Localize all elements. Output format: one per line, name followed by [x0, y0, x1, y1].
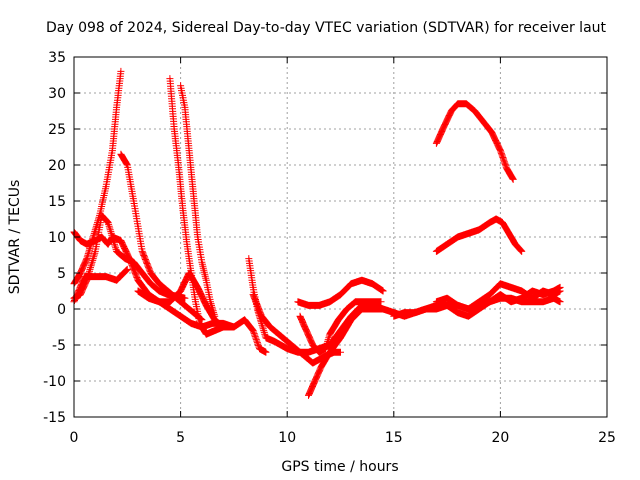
y-tick-label: -15: [43, 410, 66, 426]
y-tick-label: 5: [57, 266, 66, 282]
series-track-15: [432, 280, 564, 313]
x-tick-label: 15: [385, 430, 403, 446]
grid-lines: [74, 57, 607, 417]
y-tick-label: 20: [48, 158, 66, 174]
x-axis-title: GPS time / hours: [281, 459, 398, 475]
series-markers: [432, 100, 517, 183]
series-markers: [177, 82, 219, 320]
series-track-6: [134, 287, 270, 356]
x-tick-label: 20: [491, 430, 509, 446]
x-tick-label: 10: [278, 430, 296, 446]
y-tick-label: 35: [48, 50, 66, 66]
series-markers: [432, 280, 564, 313]
x-tick-label: 25: [598, 430, 616, 446]
chart-title: Day 098 of 2024, Sidereal Day-to-day VTE…: [46, 20, 607, 36]
series-markers: [166, 75, 227, 338]
y-tick-label: -5: [52, 338, 66, 354]
x-tick-label: 0: [70, 430, 79, 446]
series-track-13: [294, 276, 387, 309]
y-tick-label: 25: [48, 122, 66, 138]
y-tick-label: 30: [48, 86, 66, 102]
series-track-8: [177, 82, 219, 320]
series-markers: [294, 276, 387, 309]
series-markers: [117, 150, 206, 324]
axis-ticks: -15 -10 -5 0 5 10 15 20 25 30 35 0 5 10 15 20 25: [43, 50, 616, 446]
series-track-7: [166, 75, 227, 338]
series-track-16: [432, 100, 517, 183]
y-tick-label: 0: [57, 302, 66, 318]
series-markers: [134, 287, 270, 356]
y-tick-label: 15: [48, 194, 66, 210]
x-tick-label: 5: [176, 430, 185, 446]
series-markers: [432, 215, 526, 255]
data-series: [70, 67, 564, 399]
series-track-5: [117, 150, 206, 324]
series-track-17: [432, 215, 526, 255]
y-tick-label: 10: [48, 230, 66, 246]
y-axis-title: SDTVAR / TECUs: [7, 180, 23, 295]
series-track-11: [296, 298, 385, 356]
y-tick-label: -10: [43, 374, 66, 390]
series-markers: [296, 298, 385, 356]
